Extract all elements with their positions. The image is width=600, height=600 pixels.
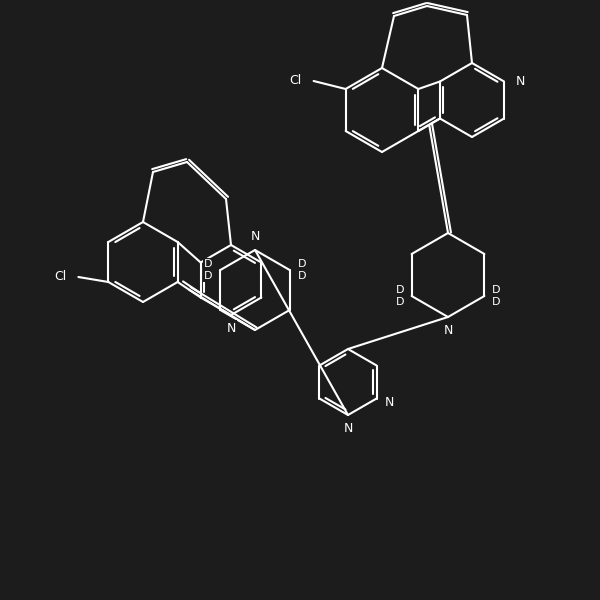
Text: N: N bbox=[250, 230, 260, 244]
Text: Cl: Cl bbox=[289, 74, 302, 88]
Text: D: D bbox=[492, 297, 500, 307]
Text: D: D bbox=[395, 285, 404, 295]
Text: N: N bbox=[226, 322, 236, 335]
Text: N: N bbox=[443, 323, 452, 337]
Text: D: D bbox=[298, 271, 306, 281]
Text: D: D bbox=[298, 259, 306, 269]
Text: D: D bbox=[492, 285, 500, 295]
Text: N: N bbox=[343, 422, 353, 436]
Text: Cl: Cl bbox=[54, 271, 67, 283]
Text: D: D bbox=[204, 259, 212, 269]
Text: D: D bbox=[395, 297, 404, 307]
Text: N: N bbox=[385, 396, 394, 409]
Text: N: N bbox=[516, 75, 526, 88]
Text: D: D bbox=[204, 271, 212, 281]
